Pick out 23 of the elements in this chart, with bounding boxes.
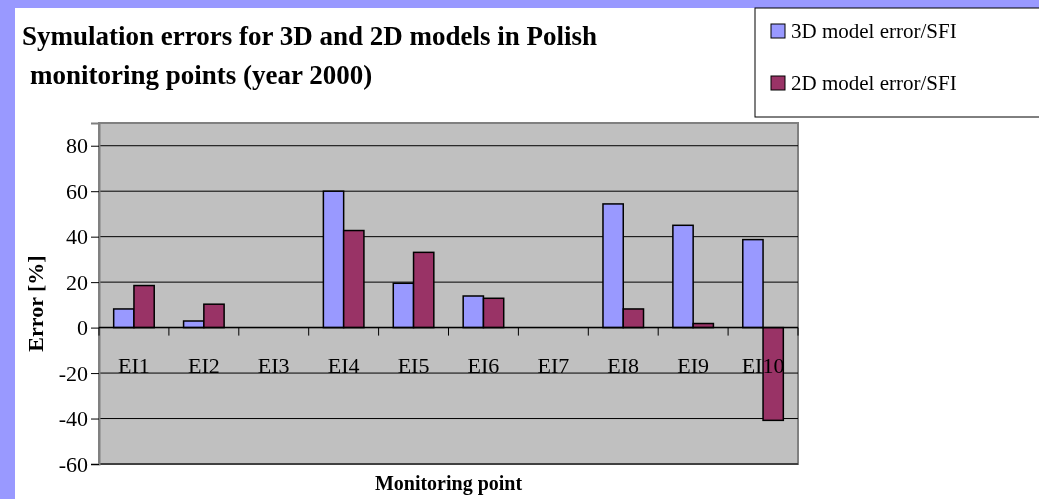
x-tick-label: EI2 xyxy=(187,352,220,378)
x-tick-label: EI8 xyxy=(607,352,640,378)
y-tick-label: 0 xyxy=(77,315,88,341)
x-axis-title: Monitoring point xyxy=(374,472,523,495)
x-tick-label: EI3 xyxy=(257,352,290,378)
x-tick-label: EI10 xyxy=(741,352,785,378)
x-tick-label: EI4 xyxy=(327,352,360,378)
y-tick-label: -60 xyxy=(58,451,88,477)
chart-title: Symulation errors for 3D and 2D models in Polish monitoring points (year 2000) xyxy=(22,21,598,90)
y-tick-label: 40 xyxy=(66,224,88,250)
y-tick-label: 20 xyxy=(66,269,88,295)
x-tick-label: EI7 xyxy=(537,352,570,378)
y-axis-title: Error [%] xyxy=(23,255,48,352)
x-tick-label: EI9 xyxy=(677,352,710,378)
x-tick-label: EI1 xyxy=(118,352,150,378)
y-tick-label: -20 xyxy=(58,360,88,386)
legend-label: 2D model error/SFI xyxy=(791,71,957,95)
y-tick-label: 80 xyxy=(66,133,88,159)
x-tick-label: EI5 xyxy=(397,352,430,378)
y-tick-label: -40 xyxy=(58,406,88,432)
x-tick-label: EI6 xyxy=(467,352,500,378)
y-tick-label: 60 xyxy=(66,178,88,204)
legend-label: 3D model error/SFI xyxy=(791,19,957,43)
